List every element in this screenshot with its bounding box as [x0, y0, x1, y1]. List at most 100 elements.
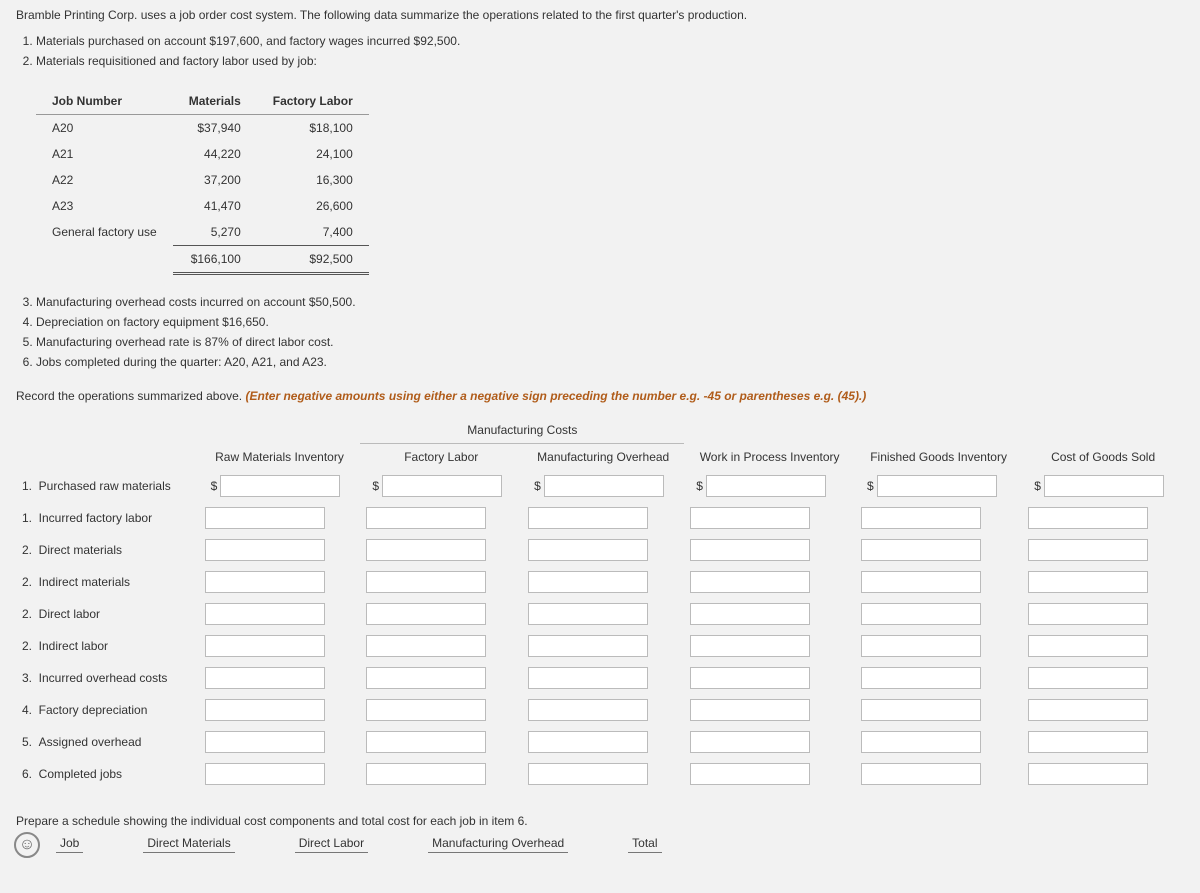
entry-cell	[360, 502, 522, 534]
entry-input[interactable]	[1028, 667, 1148, 689]
entry-input[interactable]	[861, 763, 981, 785]
entry-cell: $	[855, 470, 1022, 502]
entry-input[interactable]	[690, 603, 810, 625]
entry-input[interactable]	[528, 539, 648, 561]
entry-input[interactable]	[1028, 571, 1148, 593]
entry-input[interactable]	[366, 731, 486, 753]
entry-th-rawmat: Raw Materials Inventory	[199, 417, 361, 470]
entry-input[interactable]	[690, 699, 810, 721]
entry-input[interactable]	[205, 539, 325, 561]
entry-input[interactable]	[366, 507, 486, 529]
entry-input[interactable]	[366, 699, 486, 721]
table-cell: $37,940	[173, 115, 257, 142]
entry-input[interactable]	[861, 635, 981, 657]
jobs-th-materials: Materials	[173, 88, 257, 115]
entry-cell	[684, 726, 855, 758]
jobs-th-factorylabor: Factory Labor	[257, 88, 369, 115]
entry-input[interactable]	[366, 539, 486, 561]
entry-row-label: 1. Incurred factory labor	[16, 502, 199, 534]
entry-input[interactable]	[366, 763, 486, 785]
table-row: A2144,22024,100	[36, 141, 369, 167]
entry-input[interactable]	[366, 603, 486, 625]
list-item-3: Manufacturing overhead costs incurred on…	[36, 295, 1184, 309]
entry-input[interactable]	[1028, 763, 1148, 785]
entry-input[interactable]	[861, 699, 981, 721]
entry-cell	[684, 662, 855, 694]
entry-row-label: 1. Purchased raw materials	[16, 470, 199, 502]
entry-input[interactable]	[205, 667, 325, 689]
entry-input[interactable]	[1028, 635, 1148, 657]
entry-input[interactable]	[528, 603, 648, 625]
entry-input[interactable]	[528, 635, 648, 657]
entry-input[interactable]	[205, 507, 325, 529]
entry-cell: $	[522, 470, 684, 502]
entry-input[interactable]	[528, 699, 648, 721]
entry-input[interactable]	[382, 475, 502, 497]
entry-input[interactable]	[528, 571, 648, 593]
table-cell: 44,220	[173, 141, 257, 167]
table-cell: 41,470	[173, 193, 257, 219]
entry-input[interactable]	[1028, 539, 1148, 561]
entry-th-factorylabor: Factory Labor	[360, 444, 522, 470]
entry-cell	[684, 598, 855, 630]
help-icon[interactable]: ☺	[14, 832, 40, 858]
entry-cell	[1022, 662, 1184, 694]
entry-th-moh: Manufacturing Overhead	[522, 444, 684, 470]
entry-input[interactable]	[877, 475, 997, 497]
entry-input[interactable]	[205, 731, 325, 753]
table-cell: A21	[36, 141, 173, 167]
entry-input[interactable]	[544, 475, 664, 497]
entry-input[interactable]	[205, 763, 325, 785]
entry-cell	[199, 598, 361, 630]
entry-input[interactable]	[861, 507, 981, 529]
entry-input[interactable]	[690, 635, 810, 657]
entry-cell	[199, 662, 361, 694]
entry-cell	[360, 662, 522, 694]
entry-cell	[360, 630, 522, 662]
entry-cell	[855, 534, 1022, 566]
entry-input[interactable]	[706, 475, 826, 497]
entry-input[interactable]	[861, 731, 981, 753]
entry-input[interactable]	[528, 667, 648, 689]
entry-cell	[855, 630, 1022, 662]
entry-input[interactable]	[528, 731, 648, 753]
entry-input[interactable]	[366, 571, 486, 593]
entry-input[interactable]	[205, 603, 325, 625]
entry-input[interactable]	[1028, 603, 1148, 625]
entry-input[interactable]	[205, 699, 325, 721]
entry-input[interactable]	[690, 539, 810, 561]
entry-input[interactable]	[690, 667, 810, 689]
entry-cell	[522, 566, 684, 598]
table-cell: A22	[36, 167, 173, 193]
entry-input[interactable]	[1028, 731, 1148, 753]
ordered-list-3-6: Manufacturing overhead costs incurred on…	[16, 295, 1184, 369]
intro-text: Bramble Printing Corp. uses a job order …	[16, 8, 1184, 22]
entry-input[interactable]	[366, 667, 486, 689]
entry-input[interactable]	[220, 475, 340, 497]
entry-input[interactable]	[1028, 699, 1148, 721]
entry-input[interactable]	[861, 571, 981, 593]
entry-cell	[855, 566, 1022, 598]
entry-input[interactable]	[528, 763, 648, 785]
entry-input[interactable]	[366, 635, 486, 657]
entry-input[interactable]	[861, 667, 981, 689]
entry-row: 2. Direct materials	[16, 534, 1184, 566]
entry-input[interactable]	[861, 539, 981, 561]
entry-input[interactable]	[528, 507, 648, 529]
entry-input[interactable]	[1044, 475, 1164, 497]
entry-cell	[855, 758, 1022, 790]
entry-input[interactable]	[690, 571, 810, 593]
entry-cell	[855, 502, 1022, 534]
entry-input[interactable]	[205, 635, 325, 657]
entry-row-label: 2. Indirect labor	[16, 630, 199, 662]
entry-input[interactable]	[690, 507, 810, 529]
entry-input[interactable]	[861, 603, 981, 625]
entry-input[interactable]	[690, 731, 810, 753]
entry-input[interactable]	[1028, 507, 1148, 529]
entry-cell	[522, 662, 684, 694]
entry-cell: $	[360, 470, 522, 502]
entry-row-label: 2. Direct materials	[16, 534, 199, 566]
entry-input[interactable]	[205, 571, 325, 593]
entry-input[interactable]	[690, 763, 810, 785]
table-cell: 26,600	[257, 193, 369, 219]
